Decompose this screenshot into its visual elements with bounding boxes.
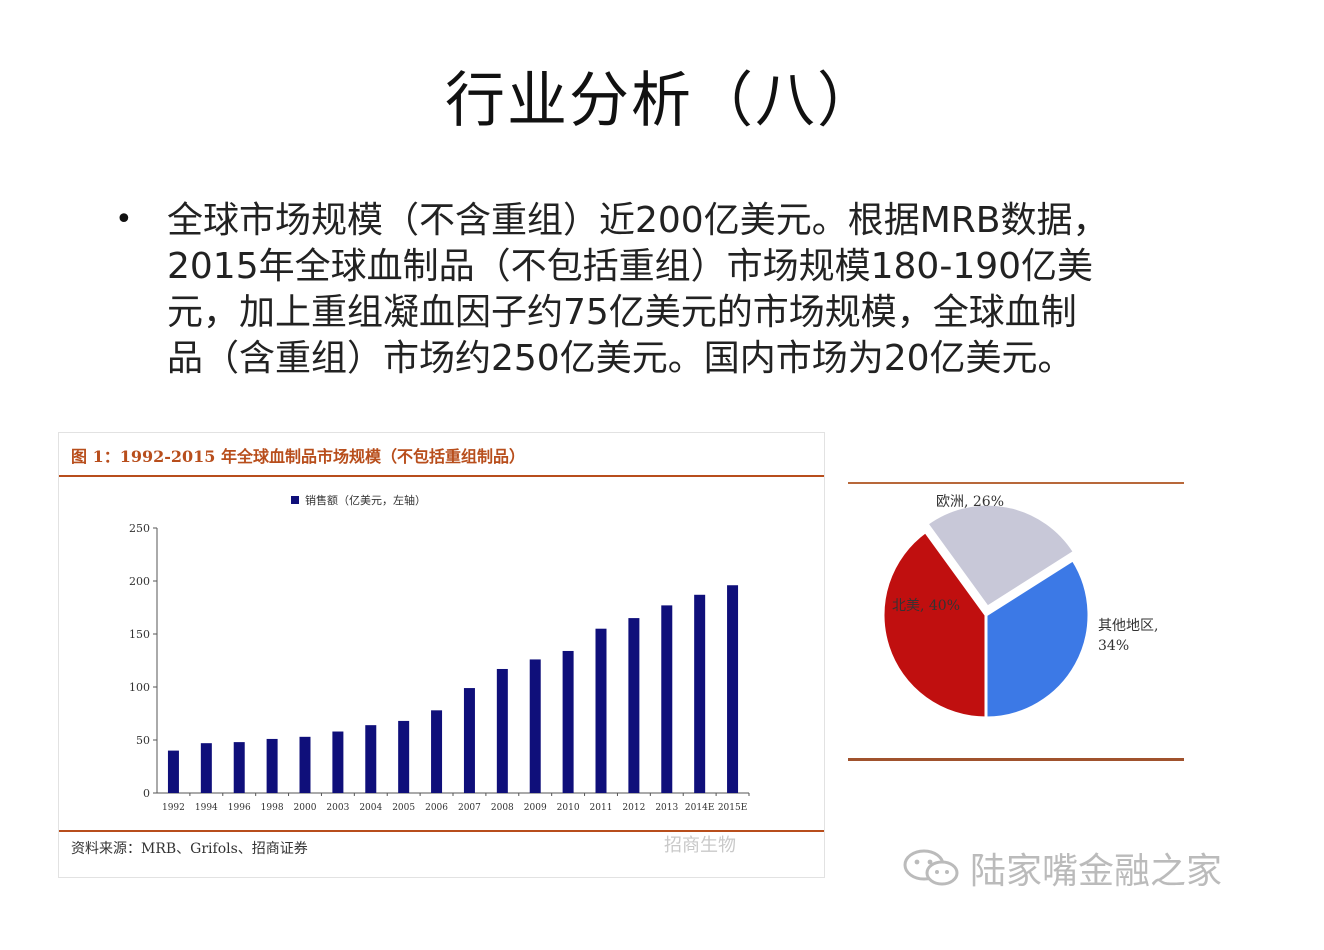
watermark: 陆家嘴金融之家 xyxy=(902,842,1222,894)
x-tick-label: 2011 xyxy=(590,803,613,813)
x-tick-label: 1994 xyxy=(195,803,218,813)
legend-label: 销售额（亿美元，左轴） xyxy=(305,493,426,507)
bar xyxy=(595,628,607,793)
x-tick-label: 1998 xyxy=(261,803,284,813)
pie-label: 其他地区, 34% xyxy=(1098,618,1158,654)
x-tick-label: 2005 xyxy=(392,803,415,813)
figure-watermark: 招商生物 xyxy=(664,835,736,856)
bullet-line: 品（含重组）市场约250亿美元。国内市场为20亿美元。 xyxy=(167,338,1074,379)
pie-slice xyxy=(881,529,988,720)
y-tick-label: 200 xyxy=(129,575,150,588)
bar xyxy=(233,742,245,793)
bar xyxy=(529,659,541,793)
bullet-dot-icon: • xyxy=(115,202,133,237)
pie-chart: 欧洲, 26% 其他地区, 34% 北美, 40% xyxy=(881,494,1158,720)
x-tick-label: 2013 xyxy=(655,803,678,813)
pie-label: 欧洲, 26% xyxy=(936,494,1004,510)
figure-bottom-rule xyxy=(59,830,824,832)
slide-title: 行业分析（八） xyxy=(445,66,879,136)
bullet-line: 全球市场规模（不含重组）近200亿美元。根据MRB数据， xyxy=(167,200,1109,241)
x-tick-label: 1996 xyxy=(228,803,251,813)
bar xyxy=(496,668,508,793)
x-tick-label: 2014E xyxy=(685,803,714,813)
bar xyxy=(299,736,311,793)
bar xyxy=(727,585,739,793)
bullet-text: 全球市场规模（不含重组）近200亿美元。根据MRB数据， 2015年全球血制品（… xyxy=(167,198,1247,382)
y-tick-label: 150 xyxy=(129,628,150,641)
x-tick-label: 2010 xyxy=(557,803,580,813)
figure-source: 资料来源：MRB、Grifols、招商证券 xyxy=(71,841,308,857)
y-tick-label: 50 xyxy=(136,734,150,747)
bar xyxy=(562,650,574,793)
bar-chart-panel: 图 1：1992-2015 年全球血制品市场规模（不包括重组制品） 销售额（亿美… xyxy=(58,432,825,878)
bar xyxy=(332,731,344,793)
bar xyxy=(431,710,443,793)
x-tick-label: 2009 xyxy=(524,803,547,813)
pie-bottom-rule xyxy=(848,758,1184,761)
x-tick-label: 2004 xyxy=(359,803,382,813)
x-tick-label: 2012 xyxy=(622,803,645,813)
x-tick-label: 1992 xyxy=(162,803,185,813)
bar xyxy=(200,743,212,793)
bar xyxy=(266,738,278,793)
x-tick-label: 2008 xyxy=(491,803,514,813)
pie-top-rule xyxy=(848,482,1184,484)
pie-chart-panel: 欧洲, 26% 其他地区, 34% 北美, 40% xyxy=(848,480,1184,766)
bullet-line: 2015年全球血制品（不包括重组）市场规模180-190亿美 xyxy=(167,246,1094,287)
bar-chart: 销售额（亿美元，左轴） 0 50 100 150 200 250 1992 1994 1996 19… xyxy=(129,493,750,813)
figure-top-rule xyxy=(59,475,824,477)
bullet-line: 元，加上重组凝血因子约75亿美元的市场规模，全球血制 xyxy=(167,292,1077,333)
legend-swatch xyxy=(291,496,299,504)
wechat-icon xyxy=(903,849,959,886)
bar xyxy=(463,688,475,793)
watermark-text: 陆家嘴金融之家 xyxy=(970,851,1223,892)
x-tick-label: 2000 xyxy=(294,803,317,813)
pie-slice xyxy=(984,557,1091,720)
y-tick-label: 250 xyxy=(129,522,150,535)
bar xyxy=(365,725,377,793)
bar xyxy=(694,594,706,793)
x-tick-label: 2007 xyxy=(458,803,481,813)
pie-label: 北美, 40% xyxy=(892,598,960,614)
x-tick-label: 2006 xyxy=(425,803,448,813)
y-tick-label: 100 xyxy=(129,681,150,694)
bar xyxy=(398,720,410,793)
x-tick-label: 2015E xyxy=(718,803,747,813)
pie-slice xyxy=(924,502,1077,610)
bar xyxy=(628,618,640,793)
bar xyxy=(661,605,673,793)
bar xyxy=(167,750,179,793)
x-tick-label: 2003 xyxy=(326,803,349,813)
y-tick-label: 0 xyxy=(143,787,150,800)
figure-title: 图 1：1992-2015 年全球血制品市场规模（不包括重组制品） xyxy=(71,447,525,466)
